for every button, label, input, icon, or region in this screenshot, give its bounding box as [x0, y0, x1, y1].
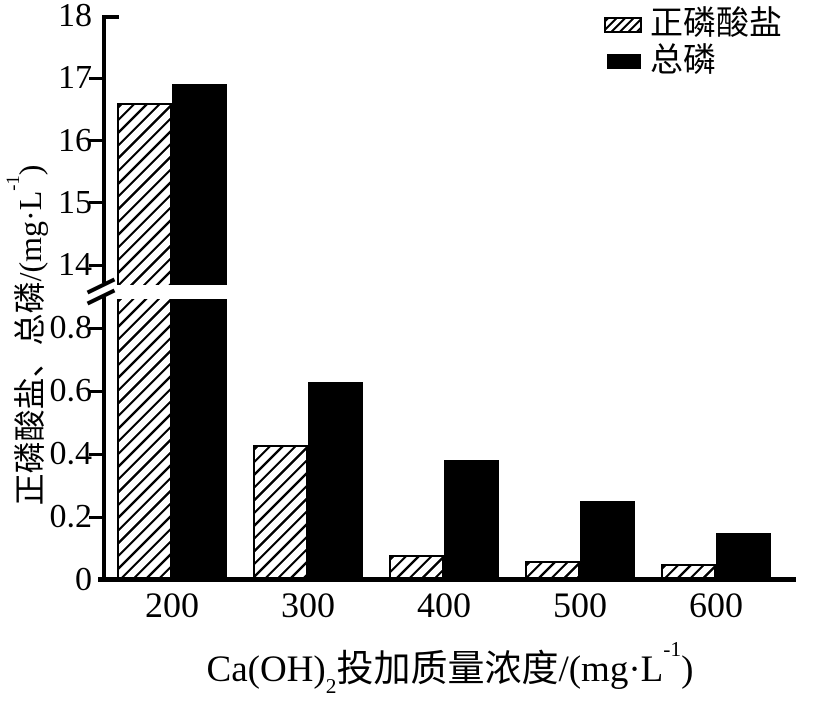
x-axis-title-formula: Ca(OH): [206, 649, 326, 690]
y-major-tick: [89, 515, 102, 519]
y-tick-label-0-2: 0.2: [49, 498, 93, 535]
bar-total-phosphorus-200-upper: [172, 84, 227, 285]
x-axis-title: Ca(OH)2投加质量浓度/(mg·L-1): [100, 636, 800, 699]
y-tick-label-17: 17: [58, 59, 92, 97]
legend-swatch-solid: [607, 54, 641, 69]
x-axis-title-superscript: -1: [663, 636, 682, 661]
legend-item-orthophosphate: 正磷酸盐: [604, 6, 782, 43]
x-tick-label-300: 300: [281, 585, 335, 625]
x-axis-title-text: 投加质量浓度/(mg·L: [336, 649, 664, 690]
bar-total-phosphorus-600: [716, 532, 771, 577]
x-tick-label-400: 400: [417, 585, 471, 625]
bar-orthophosphate-200-lower: [117, 299, 172, 577]
legend-item-total-phosphorus: 总磷: [604, 43, 782, 80]
y-major-tick: [89, 389, 102, 393]
y-major-tick: [89, 263, 102, 267]
legend-label-orthophosphate: 正磷酸盐: [650, 6, 782, 42]
x-axis-title-subscript: 2: [325, 674, 337, 699]
bar-orthophosphate-400: [389, 554, 444, 577]
legend-swatch-hatched: [604, 16, 642, 33]
y-tick-label-0: 0: [75, 561, 92, 598]
bar-total-phosphorus-500: [580, 501, 635, 577]
y-major-tick: [89, 76, 102, 80]
bar-total-phosphorus-400: [444, 460, 499, 577]
bar-total-phosphorus-300: [308, 381, 363, 577]
y-major-tick: [89, 201, 102, 205]
bar-total-phosphorus-200-lower: [172, 299, 227, 577]
y-tick-label-15: 15: [58, 183, 92, 221]
x-axis-title-close: ): [681, 649, 694, 690]
y-axis-top-cap-tick: [102, 15, 119, 19]
legend: 正磷酸盐 总磷: [604, 6, 782, 80]
y-major-tick: [89, 452, 102, 456]
y-axis-spine-lower: [102, 297, 106, 582]
x-axis-line: [98, 577, 796, 582]
y-tick-label-0-4: 0.4: [49, 435, 93, 472]
bar-orthophosphate-500: [525, 561, 580, 577]
x-tick-label-200: 200: [145, 585, 199, 625]
y-tick-label-0-8: 0.8: [49, 309, 93, 346]
x-tick-label-600: 600: [689, 585, 743, 625]
y-tick-label-14: 14: [58, 246, 92, 283]
y-axis-spine-upper: [102, 15, 106, 283]
y-tick-label-16: 16: [58, 121, 92, 159]
x-tick-label-500: 500: [553, 585, 607, 625]
bar-orthophosphate-200-upper: [117, 103, 172, 285]
y-tick-label-0-6: 0.6: [49, 372, 93, 409]
legend-label-total-phosphorus: 总磷: [650, 43, 716, 79]
y-major-tick: [89, 139, 102, 142]
y-major-tick: [89, 326, 102, 330]
y-tick-label-18: 18: [58, 0, 92, 34]
bar-orthophosphate-600: [661, 564, 716, 577]
bar-orthophosphate-300: [253, 444, 308, 577]
